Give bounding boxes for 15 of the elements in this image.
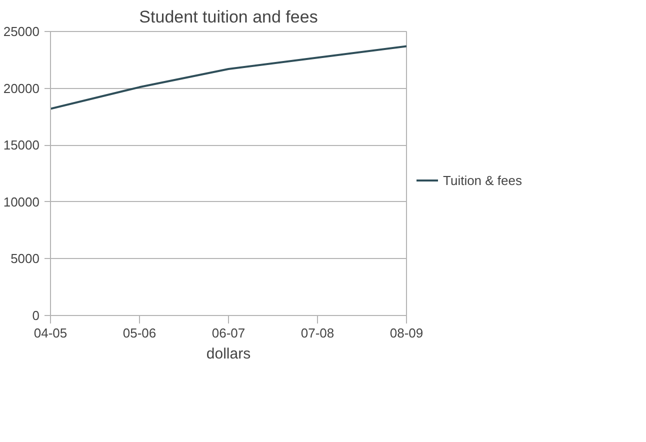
chart-title: Student tuition and fees bbox=[139, 8, 318, 26]
x-tick-label: 04-05 bbox=[34, 326, 68, 340]
legend-label: Tuition & fees bbox=[443, 172, 522, 188]
x-tick-label: 06-07 bbox=[212, 326, 246, 340]
x-tick-label: 07-08 bbox=[300, 326, 334, 340]
x-tick-label: 08-09 bbox=[390, 326, 424, 340]
line-series bbox=[50, 45, 406, 110]
y-tick-label: 20000 bbox=[3, 80, 40, 96]
y-tick-label: 10000 bbox=[3, 194, 40, 210]
y-tick-label: 25000 bbox=[3, 24, 40, 39]
y-tick-label: 15000 bbox=[3, 138, 40, 153]
x-tick-label: 05-06 bbox=[122, 326, 156, 340]
y-tick-label: 0 bbox=[32, 308, 40, 323]
x-axis-title: dollars bbox=[206, 346, 251, 362]
y-tick-label: 5000 bbox=[10, 251, 40, 266]
